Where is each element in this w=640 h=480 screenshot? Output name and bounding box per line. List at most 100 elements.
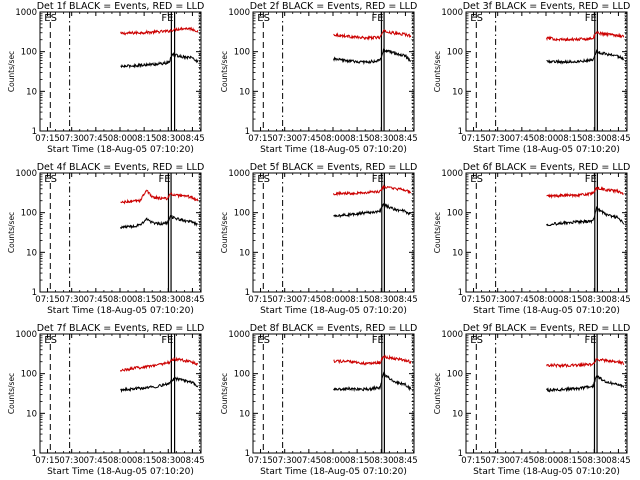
x-axis-label: Start Time (18-Aug-05 07:10:20)	[473, 467, 620, 477]
y-tick-label: 10	[239, 248, 250, 258]
y-tick-label: 100	[234, 370, 250, 380]
detector-panel: Det 9f BLACK = Events, RED = LLD Counts/s…	[433, 323, 631, 477]
start-marker-label: ES	[470, 174, 483, 185]
x-tick-label: 08:15	[132, 134, 157, 144]
start-marker-label: ES	[470, 13, 483, 24]
x-tick-label: 08:45	[180, 134, 205, 144]
end-marker-label: FE	[161, 335, 173, 346]
detector-panel: Det 8f BLACK = Events, RED = LLD Counts/s…	[220, 323, 418, 477]
x-tick-label: 08:30	[582, 295, 607, 305]
red-lld-series-line	[546, 357, 625, 369]
x-tick-label: 08:15	[558, 134, 583, 144]
x-tick-label: 07:15	[248, 295, 273, 305]
x-tick-label: 08:45	[606, 134, 631, 144]
plot-frame	[252, 172, 415, 293]
y-tick-label: 1000	[441, 169, 463, 179]
x-tick-label: 08:30	[156, 456, 181, 466]
y-tick-label: 1	[458, 127, 463, 137]
x-tick-label: 08:00	[321, 456, 346, 466]
x-tick-label: 07:45	[84, 134, 109, 144]
x-tick-label: 08:45	[393, 295, 418, 305]
y-tick-label: 100	[447, 370, 463, 380]
x-tick-label: 08:15	[558, 295, 583, 305]
red-lld-series-line	[120, 26, 199, 36]
start-marker-label: ES	[44, 335, 57, 346]
x-tick-label: 08:15	[345, 295, 370, 305]
black-events-series-line	[546, 205, 625, 227]
x-tick-label: 07:30	[59, 134, 84, 144]
x-tick-label: 07:15	[35, 134, 60, 144]
detector-panel: Det 3f BLACK = Events, RED = LLD Counts/s…	[433, 1, 631, 155]
black-events-series-line	[333, 371, 412, 393]
y-tick-label: 10	[239, 87, 250, 97]
x-tick-label: 08:00	[108, 456, 133, 466]
y-tick-label: 10	[26, 87, 37, 97]
x-tick-label: 08:30	[156, 134, 181, 144]
y-tick-label: 1000	[228, 330, 250, 340]
panel-title: Det 1f BLACK = Events, RED = LLD	[37, 1, 205, 12]
end-marker-label: FE	[158, 174, 170, 185]
plot-frame	[39, 172, 202, 293]
plot-frame	[465, 333, 628, 454]
x-tick-label: 08:45	[180, 456, 205, 466]
x-tick-label: 07:15	[248, 456, 273, 466]
x-tick-label: 08:30	[369, 456, 394, 466]
x-axis-label: Start Time (18-Aug-05 07:10:20)	[260, 145, 407, 155]
x-tick-label: 07:15	[461, 295, 486, 305]
x-tick-label: 08:00	[108, 134, 133, 144]
x-tick-label: 08:15	[345, 456, 370, 466]
detector-panel: Det 6f BLACK = Events, RED = LLD Counts/s…	[433, 162, 631, 316]
y-tick-label: 1000	[15, 8, 37, 18]
red-lld-series-line	[333, 354, 412, 366]
x-tick-label: 07:30	[485, 295, 510, 305]
x-tick-label: 08:45	[606, 456, 631, 466]
black-events-series-line	[546, 375, 625, 393]
y-tick-label: 100	[234, 209, 250, 219]
plot-frame	[39, 333, 202, 454]
red-lld-series-line	[333, 184, 412, 197]
start-marker-label: ES	[257, 13, 270, 24]
end-marker-label: FE	[585, 13, 597, 24]
x-tick-label: 07:45	[297, 295, 322, 305]
x-tick-label: 07:45	[84, 295, 109, 305]
y-tick-label: 1	[245, 449, 250, 459]
x-tick-label: 08:30	[369, 295, 394, 305]
x-tick-label: 07:15	[461, 456, 486, 466]
y-axis-label: Counts/sec	[220, 373, 229, 414]
x-tick-label: 07:45	[510, 134, 535, 144]
x-tick-label: 08:45	[180, 295, 205, 305]
detector-panel: Det 4f BLACK = Events, RED = LLD Counts/s…	[7, 162, 205, 316]
panel-title: Det 2f BLACK = Events, RED = LLD	[250, 1, 418, 12]
x-axis-label: Start Time (18-Aug-05 07:10:20)	[473, 306, 620, 316]
panel-title: Det 9f BLACK = Events, RED = LLD	[463, 323, 631, 334]
panel-title: Det 3f BLACK = Events, RED = LLD	[463, 1, 631, 12]
black-events-series-line	[333, 203, 411, 219]
y-axis-label: Counts/sec	[433, 373, 442, 414]
red-lld-series-line	[546, 186, 624, 199]
detector-panel: Det 1f BLACK = Events, RED = LLD Counts/s…	[7, 1, 205, 155]
detector-panel: Det 5f BLACK = Events, RED = LLD Counts/s…	[220, 162, 418, 316]
y-axis-label: Counts/sec	[7, 373, 16, 414]
red-lld-series-line	[120, 356, 199, 373]
end-marker-label: FE	[371, 13, 383, 24]
panel-title: Det 8f BLACK = Events, RED = LLD	[250, 323, 418, 334]
x-tick-label: 07:45	[84, 456, 109, 466]
y-tick-label: 1	[32, 288, 37, 298]
y-tick-label: 1000	[15, 169, 37, 179]
y-tick-label: 10	[452, 409, 463, 419]
y-tick-label: 1	[245, 127, 250, 137]
y-tick-label: 1000	[15, 330, 37, 340]
end-marker-label: FE	[584, 335, 596, 346]
x-tick-label: 07:15	[35, 295, 60, 305]
y-tick-label: 100	[21, 370, 37, 380]
panel-title: Det 4f BLACK = Events, RED = LLD	[37, 162, 205, 173]
x-tick-label: 08:00	[321, 295, 346, 305]
end-marker-label: FE	[372, 335, 384, 346]
x-tick-label: 08:00	[534, 456, 559, 466]
x-tick-label: 07:30	[272, 134, 297, 144]
y-tick-label: 10	[26, 248, 37, 258]
x-axis-label: Start Time (18-Aug-05 07:10:20)	[47, 306, 194, 316]
x-tick-label: 08:30	[369, 134, 394, 144]
